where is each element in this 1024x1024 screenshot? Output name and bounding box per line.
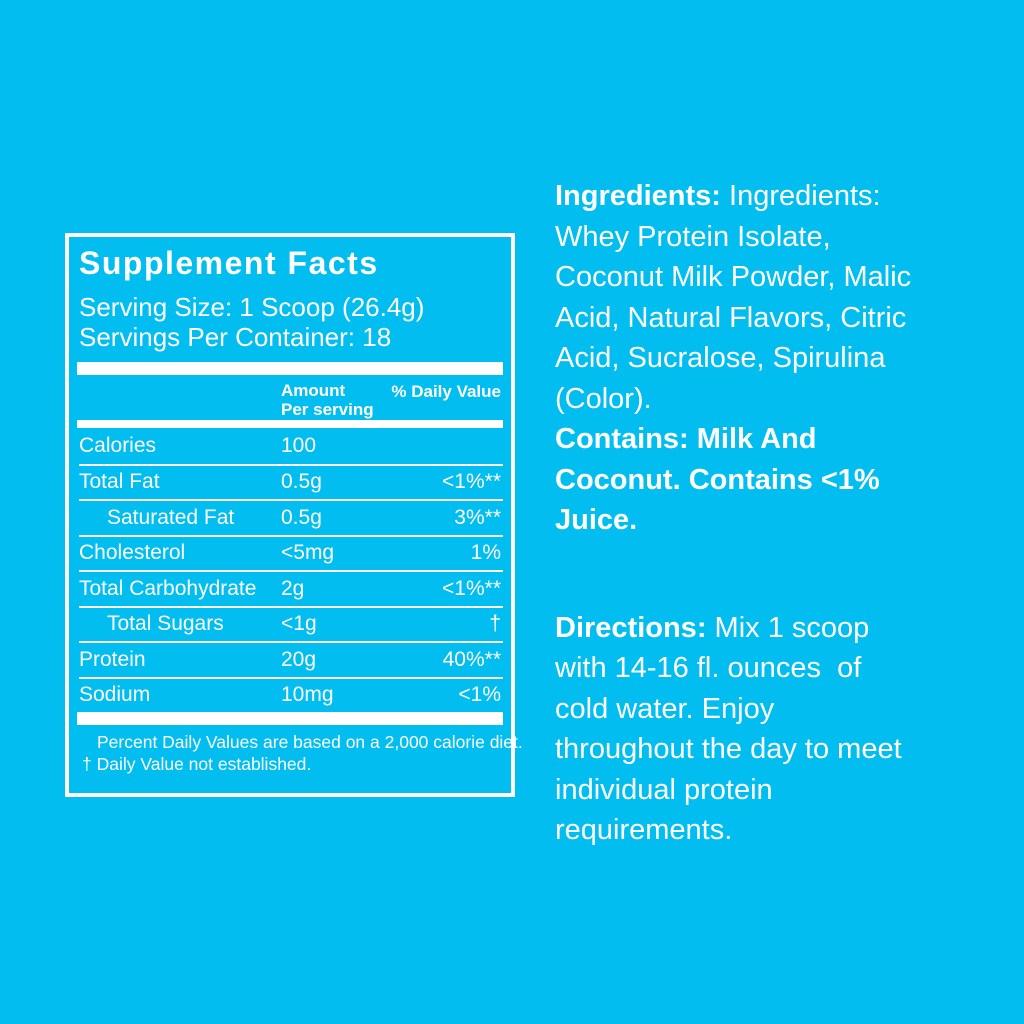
- divider-bar-header: [77, 420, 503, 428]
- row-label: Calories: [79, 433, 157, 457]
- row-label: Total Sugars: [107, 612, 224, 636]
- table-row-calories: Calories 100: [79, 428, 503, 464]
- amount-header-line1: Amount: [281, 381, 346, 400]
- amount-column-header: Amount Per serving: [281, 381, 374, 419]
- directions-label: Directions:: [555, 611, 707, 644]
- footnote-dagger: † Daily Value not established.: [82, 754, 312, 774]
- nutrition-table: Calories 100 Total Fat 0.5g <1%** Satura…: [79, 428, 503, 712]
- row-amount: 0.5g: [281, 505, 322, 529]
- serving-size-text: Serving Size: 1 Scoop (26.4g): [79, 292, 425, 322]
- row-daily-value: <1%**: [442, 576, 501, 600]
- servings-per-container-text: Servings Per Container: 18: [79, 322, 392, 352]
- table-row-protein: Protein 20g 40%**: [79, 641, 503, 677]
- daily-value-column-header: % Daily Value: [391, 382, 501, 401]
- row-amount: 0.5g: [281, 470, 322, 494]
- ingredients-text: Ingredients: Whey Protein Isolate, Cocon…: [555, 180, 912, 415]
- supplement-facts-title: Supplement Facts: [79, 245, 379, 281]
- amount-header-line2: Per serving: [281, 400, 374, 419]
- row-label: Sodium: [79, 683, 151, 707]
- ingredients-paragraph: Ingredients: Ingredients: Whey Protein I…: [555, 176, 1005, 541]
- row-daily-value: <1%: [458, 683, 501, 707]
- footnote-daily-values: Percent Daily Values are based on a 2,00…: [97, 732, 523, 752]
- row-amount: 2g: [281, 576, 305, 600]
- table-row-saturated-fat: Saturated Fat 0.5g 3%**: [79, 499, 503, 535]
- table-row-total-sugars: Total Sugars <1g †: [79, 605, 503, 642]
- row-daily-value: <1%**: [442, 470, 501, 494]
- divider-bar-bottom: [77, 712, 503, 725]
- row-daily-value: 1%: [470, 541, 501, 565]
- label-text-column: Ingredients: Ingredients: Whey Protein I…: [555, 176, 1005, 851]
- contains-statement: Contains: Milk And Coconut. Contains <1%…: [555, 423, 880, 536]
- row-label: Total Carbohydrate: [79, 576, 257, 600]
- row-daily-value: †: [489, 612, 501, 636]
- table-row-total-carbohydrate: Total Carbohydrate 2g <1%**: [79, 570, 503, 606]
- divider-bar-top: [77, 362, 503, 375]
- row-daily-value: 40%**: [442, 647, 501, 671]
- directions-text: Mix 1 scoop with 14-16 fl. ounces of col…: [555, 611, 902, 847]
- row-amount: <1g: [281, 612, 317, 636]
- row-label: Protein: [79, 647, 146, 671]
- table-row-sodium: Sodium 10mg <1%: [79, 676, 503, 713]
- ingredients-label: Ingredients:: [555, 180, 721, 212]
- nutrition-table-header: Amount Per serving % Daily Value: [79, 381, 503, 421]
- row-label: Cholesterol: [79, 541, 186, 565]
- row-amount: <5mg: [281, 541, 335, 565]
- table-row-total-fat: Total Fat 0.5g <1%**: [79, 463, 503, 500]
- row-daily-value: 3%**: [454, 505, 501, 529]
- row-label: Saturated Fat: [107, 505, 235, 529]
- supplement-facts-panel: Supplement Facts Serving Size: 1 Scoop (…: [65, 233, 523, 797]
- row-amount: 20g: [281, 647, 317, 671]
- row-label: Total Fat: [79, 470, 160, 494]
- table-row-cholesterol: Cholesterol <5mg 1%: [79, 534, 503, 571]
- row-amount: 100: [281, 433, 317, 457]
- row-amount: 10mg: [281, 683, 334, 707]
- directions-paragraph: Directions: Mix 1 scoop with 14-16 fl. o…: [555, 608, 1005, 851]
